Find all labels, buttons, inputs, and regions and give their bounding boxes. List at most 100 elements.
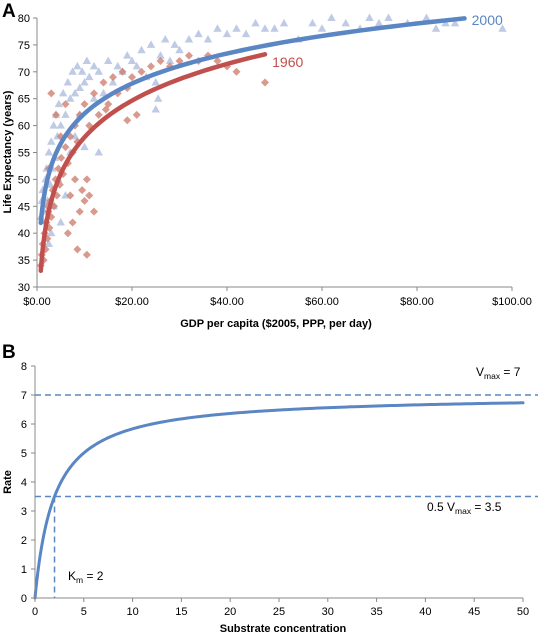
panel-a-scatter-points bbox=[36, 13, 507, 270]
fit-curve-2000 bbox=[38, 16, 467, 226]
data-point-2000 bbox=[89, 61, 99, 70]
panel-b-x-tick-label: 10 bbox=[126, 606, 138, 618]
data-point-1960 bbox=[52, 110, 60, 119]
michaelis-menten-curve bbox=[33, 401, 525, 600]
data-point-1960 bbox=[71, 175, 79, 184]
data-point-2000 bbox=[222, 29, 232, 38]
panel-a-y-tick-label: 45 bbox=[18, 201, 30, 213]
data-point-1960 bbox=[85, 191, 94, 200]
data-point-2000 bbox=[75, 83, 84, 91]
data-point-2000 bbox=[49, 121, 58, 129]
data-point-2000 bbox=[175, 45, 184, 54]
data-point-2000 bbox=[327, 13, 336, 21]
data-point-1960 bbox=[156, 57, 165, 66]
panel-a-y-tick-label: 40 bbox=[18, 228, 30, 240]
data-point-2000 bbox=[146, 40, 156, 48]
data-point-1960 bbox=[101, 105, 110, 114]
data-point-2000 bbox=[82, 56, 92, 65]
data-point-1960 bbox=[85, 121, 94, 130]
data-point-2000 bbox=[341, 18, 350, 27]
data-point-2000 bbox=[384, 13, 393, 21]
data-point-1960 bbox=[94, 110, 103, 119]
data-point-1960 bbox=[82, 175, 91, 184]
data-point-2000 bbox=[58, 88, 68, 97]
data-point-1960 bbox=[73, 245, 82, 254]
data-point-1960 bbox=[232, 67, 241, 76]
data-point-1960 bbox=[213, 57, 222, 66]
panel-a-x-tick-label: $40.00 bbox=[210, 296, 244, 308]
panel-a-axes: 30 35 40 45 50 55 60 65 70 75 80 $0.00 $20.00 $40.00 $… bbox=[18, 13, 532, 308]
data-point-2000 bbox=[132, 61, 141, 70]
panel-a-y-tick-label: 50 bbox=[18, 174, 30, 186]
data-point-2000 bbox=[156, 51, 165, 59]
data-point-2000 bbox=[56, 217, 65, 226]
data-point-1960 bbox=[261, 78, 269, 87]
panel-b-x-tick-label: 5 bbox=[81, 606, 87, 618]
data-point-2000 bbox=[47, 228, 56, 237]
panel-b-y-tick-label: 8 bbox=[21, 361, 27, 373]
data-point-2000 bbox=[165, 56, 175, 65]
data-point-1960 bbox=[185, 51, 193, 60]
data-point-2000 bbox=[66, 94, 75, 102]
data-point-2000 bbox=[422, 13, 431, 21]
panel-b-x-tick-label: 25 bbox=[273, 606, 285, 618]
data-point-1960 bbox=[90, 207, 98, 216]
data-point-1960 bbox=[78, 186, 87, 195]
data-point-2000 bbox=[68, 67, 77, 75]
data-point-2000 bbox=[450, 18, 460, 27]
data-point-2000 bbox=[77, 67, 87, 75]
data-point-1960 bbox=[66, 191, 75, 200]
panel-b-x-tick-label: 15 bbox=[175, 606, 187, 618]
panel-b-y-tick-label: 7 bbox=[21, 390, 27, 402]
data-point-1960 bbox=[63, 229, 72, 238]
data-point-2000 bbox=[260, 24, 270, 32]
panel-a-y-tick-label: 30 bbox=[18, 282, 30, 294]
data-point-2000 bbox=[308, 18, 317, 27]
data-point-1960 bbox=[47, 89, 56, 98]
panel-b-y-tick-label: 4 bbox=[21, 477, 27, 489]
panel-a-series-labels: 2000 1960 bbox=[272, 12, 503, 70]
data-point-2000 bbox=[123, 51, 132, 59]
data-point-2000 bbox=[374, 18, 384, 27]
data-point-2000 bbox=[279, 18, 289, 27]
fit-curve-1960 bbox=[38, 52, 268, 274]
data-point-1960 bbox=[175, 57, 184, 66]
km-annotation: Km = 2 bbox=[68, 569, 104, 585]
panel-b-y-tick-label: 3 bbox=[21, 506, 27, 518]
panel-b-y-tick-label: 1 bbox=[21, 564, 27, 576]
data-point-1960 bbox=[61, 143, 70, 152]
panel-b-x-axis-title: Substrate concentration bbox=[220, 623, 347, 635]
panel-a-x-tick-label: $60.00 bbox=[305, 296, 339, 308]
data-point-2000 bbox=[80, 78, 89, 86]
panel-a-y-tick-label: 75 bbox=[18, 40, 30, 52]
panel-a-y-axis-title: Life Expectancy (years) bbox=[2, 90, 14, 213]
data-point-2000 bbox=[153, 94, 163, 102]
panel-b-x-tick-label: 50 bbox=[517, 606, 529, 618]
data-point-2000 bbox=[431, 24, 441, 32]
series-label-1960: 1960 bbox=[272, 54, 303, 70]
data-point-1960 bbox=[57, 153, 66, 162]
data-point-2000 bbox=[365, 13, 374, 21]
data-point-2000 bbox=[80, 142, 89, 151]
data-point-1960 bbox=[109, 73, 117, 82]
data-point-2000 bbox=[213, 24, 222, 32]
panel-a-y-tick-label: 65 bbox=[18, 94, 30, 106]
data-point-2000 bbox=[498, 24, 507, 32]
panel-b-x-tick-label: 35 bbox=[370, 606, 382, 618]
panel-b-x-tick-label: 40 bbox=[419, 606, 431, 618]
panel-a-x-axis-title: GDP per capita ($2005, PPP, per day) bbox=[180, 318, 372, 330]
data-point-1960 bbox=[132, 110, 141, 119]
data-point-2000 bbox=[89, 94, 99, 102]
data-point-2000 bbox=[56, 121, 65, 129]
data-point-2000 bbox=[61, 110, 70, 118]
data-point-2000 bbox=[317, 24, 327, 32]
half-vmax-annotation: 0.5 Vmax = 3.5 bbox=[427, 500, 502, 516]
data-point-2000 bbox=[99, 88, 108, 97]
data-point-2000 bbox=[54, 99, 64, 108]
panel-a-x-tick-label: $0.00 bbox=[23, 296, 51, 308]
data-point-2000 bbox=[104, 56, 113, 65]
vmax-annotation: Vmax = 7 bbox=[476, 365, 521, 381]
